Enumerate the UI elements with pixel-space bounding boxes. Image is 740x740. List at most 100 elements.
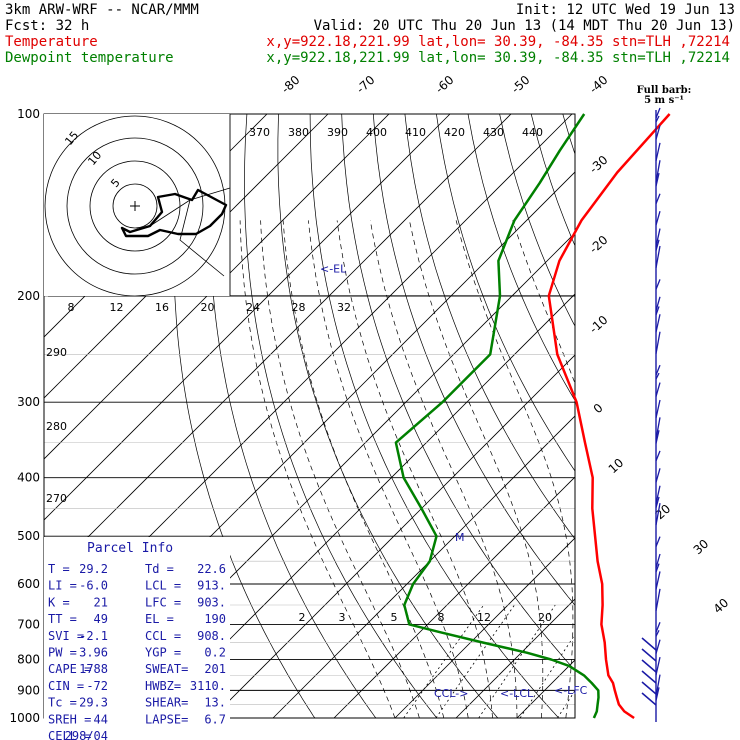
- parcel-info-cell: SWEAT=: [145, 662, 188, 676]
- wind-barb-half: [655, 629, 660, 637]
- moist-adiabat: [282, 220, 445, 718]
- wind-barb-low: [641, 681, 657, 695]
- hodograph-background: [44, 114, 230, 296]
- wind-barb: [655, 399, 661, 419]
- isotherm-label: -30: [587, 153, 611, 177]
- wind-barb-half: [655, 496, 660, 508]
- parcel-info-cell: YGP =: [145, 646, 181, 660]
- parcel-info-cell: SREH =: [48, 712, 91, 726]
- mixing-ratio-line: [435, 604, 515, 718]
- mixing-ratio-label: 3: [339, 611, 346, 624]
- parcel-info-cell: CAPE =: [48, 662, 91, 676]
- theta-e-label: 430: [483, 126, 504, 139]
- wind-barb: [655, 228, 661, 247]
- moist-adiabat: [239, 220, 396, 718]
- theta-e-label: 420: [444, 126, 465, 139]
- parcel-info-cell: PW =: [48, 646, 77, 660]
- isotherm-line: [639, 114, 740, 718]
- mixing-ratio-label: 5: [391, 611, 398, 624]
- isotherm-label: -40: [587, 73, 611, 97]
- theta-e-label: 410: [405, 126, 426, 139]
- wind-barb: [655, 553, 661, 569]
- temperature-station-info: x,y=922.18,221.99 lat,lon= 30.39, -84.35…: [266, 34, 730, 50]
- dry-adiabat: [689, 114, 740, 731]
- moist-adiabat: [409, 220, 544, 718]
- isotherm-label: 40: [711, 596, 732, 617]
- wind-barb: [655, 657, 661, 676]
- parcel-info-cell: LFC =: [145, 595, 181, 609]
- wind-barb-low: [641, 659, 657, 673]
- ccl-label: CCL->: [434, 687, 468, 700]
- moist-adiabat: [663, 220, 740, 718]
- init-time: Init: 12 UTC Wed 19 Jun 13: [516, 2, 735, 18]
- parcel-info-cell: 298/04: [65, 729, 108, 740]
- pressure-label: 400: [17, 471, 40, 485]
- theta-label: 280: [46, 420, 67, 433]
- parcel-info-cell: 201: [204, 662, 226, 676]
- theta-e-label: 380: [288, 126, 309, 139]
- hodograph-scale-label: 8: [68, 301, 75, 314]
- wind-barb-low: [641, 648, 657, 662]
- parcel-info-cell: 29.3: [79, 696, 108, 710]
- pressure-label: 300: [17, 395, 40, 409]
- parcel-info-cell: -2.1: [79, 629, 108, 643]
- hodograph-scale-label: 20: [201, 301, 215, 314]
- hodograph-scale-label: 32: [337, 301, 351, 314]
- wind-barb: [655, 331, 661, 354]
- parcel-info-cell: LAPSE=: [145, 712, 188, 726]
- dry-adiabat: [277, 114, 499, 718]
- wind-barb-half: [655, 687, 660, 701]
- parcel-info-cell: 21: [94, 595, 108, 609]
- parcel-info-cell: SVI =: [48, 629, 84, 643]
- wind-barb: [655, 639, 661, 654]
- mixing-ratio-label: 8: [438, 611, 445, 624]
- parcel-info-cell: -6.0: [79, 579, 108, 593]
- mixing-ratio-label: 20: [538, 611, 552, 624]
- temperature-legend: Temperature: [5, 34, 98, 50]
- parcel-info-cell: 908.: [197, 629, 226, 643]
- lcl-label: <-LCL: [500, 687, 534, 700]
- dewpoint-station-info: x,y=922.18,221.99 lat,lon= 30.39, -84.35…: [266, 50, 730, 66]
- wind-barb-half: [655, 306, 660, 316]
- wind-barb: [655, 364, 661, 376]
- wind-barb: [655, 588, 661, 611]
- lfc-label: <-LFC: [554, 684, 588, 697]
- parcel-info-cell: Td =: [145, 562, 174, 576]
- parcel-info-box: Parcel Info T = 29.2 Td = 22.6 LI = -6.0 LCL =…: [44, 537, 230, 740]
- isotherm-line: [700, 114, 740, 718]
- wind-barb: [655, 485, 661, 504]
- parcel-info-cell: 3110.: [190, 679, 226, 693]
- wind-barb: [655, 125, 661, 140]
- parcel-info-cell: EL =: [145, 612, 174, 626]
- wind-barb-low: [641, 670, 657, 684]
- isotherm-label: -10: [587, 313, 611, 337]
- hodograph-scale-label: 24: [246, 301, 260, 314]
- pressure-label: 1000: [9, 711, 40, 725]
- dry-adiabat: [594, 114, 740, 731]
- theta-e-label: 400: [366, 126, 387, 139]
- hodograph-ring: [66, 137, 204, 275]
- moist-adiabat: [369, 220, 518, 718]
- hodograph-ring: [89, 160, 181, 252]
- wind-barb: [655, 468, 661, 483]
- temperature-trace: [547, 113, 671, 720]
- parcel-info-cell: CIN =: [48, 679, 84, 693]
- dry-adiabat: [372, 114, 575, 606]
- hodograph-scale-label: 28: [292, 301, 306, 314]
- isotherm-line: [455, 598, 575, 718]
- wind-barb-half: [655, 239, 660, 251]
- wind-barb-half: [655, 172, 660, 187]
- dry-adiabat: [244, 114, 438, 718]
- isotherm-label: -70: [354, 73, 378, 97]
- parcel-info-cell: 44: [94, 712, 108, 726]
- parcel-info-cell: LI =: [48, 579, 77, 593]
- parcel-info-cell: K =: [48, 595, 70, 609]
- wind-barb: [655, 210, 661, 226]
- parcel-info-cell: HWBZ=: [145, 679, 181, 693]
- isotherm-label: -80: [279, 73, 303, 97]
- moist-adiabat: [260, 220, 420, 718]
- hodograph-scale-label: 16: [155, 301, 169, 314]
- isotherm-line: [44, 114, 512, 582]
